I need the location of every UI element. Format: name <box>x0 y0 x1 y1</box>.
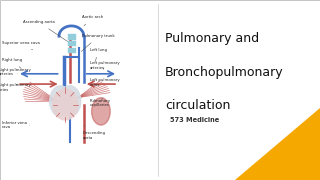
Ellipse shape <box>50 86 71 117</box>
Bar <box>0 0 158 180</box>
Polygon shape <box>235 108 320 180</box>
Bar <box>68 48 76 53</box>
Text: Right lung: Right lung <box>2 58 22 69</box>
Text: 573 Medicine: 573 Medicine <box>170 117 219 123</box>
Text: Right pulmonary
veins: Right pulmonary veins <box>0 83 31 92</box>
Text: Left pulmonary
veins: Left pulmonary veins <box>90 78 120 87</box>
Text: Pulmonary trunk: Pulmonary trunk <box>81 34 115 51</box>
Ellipse shape <box>53 89 78 120</box>
Text: Left pulmonary
arteries: Left pulmonary arteries <box>90 61 120 69</box>
Text: Right pulmonary
arteries: Right pulmonary arteries <box>0 68 31 76</box>
Text: circulation: circulation <box>165 99 230 112</box>
Text: Pulmonary
capillaries: Pulmonary capillaries <box>90 98 111 107</box>
Text: Left lung: Left lung <box>90 48 107 61</box>
Text: Descending
aorta: Descending aorta <box>82 125 105 140</box>
Ellipse shape <box>92 98 110 125</box>
Text: Bronchopulmonary: Bronchopulmonary <box>165 66 284 79</box>
Ellipse shape <box>59 86 81 117</box>
Bar <box>158 0 320 180</box>
Bar <box>68 41 76 46</box>
Text: Inferior vena
cava: Inferior vena cava <box>2 121 29 129</box>
Text: Superior vena cava: Superior vena cava <box>2 41 39 50</box>
Text: Ascending aorta: Ascending aorta <box>23 21 68 41</box>
Bar <box>68 35 76 40</box>
Text: Aortic arch: Aortic arch <box>82 15 103 26</box>
Text: Pulmonary and: Pulmonary and <box>165 32 259 45</box>
